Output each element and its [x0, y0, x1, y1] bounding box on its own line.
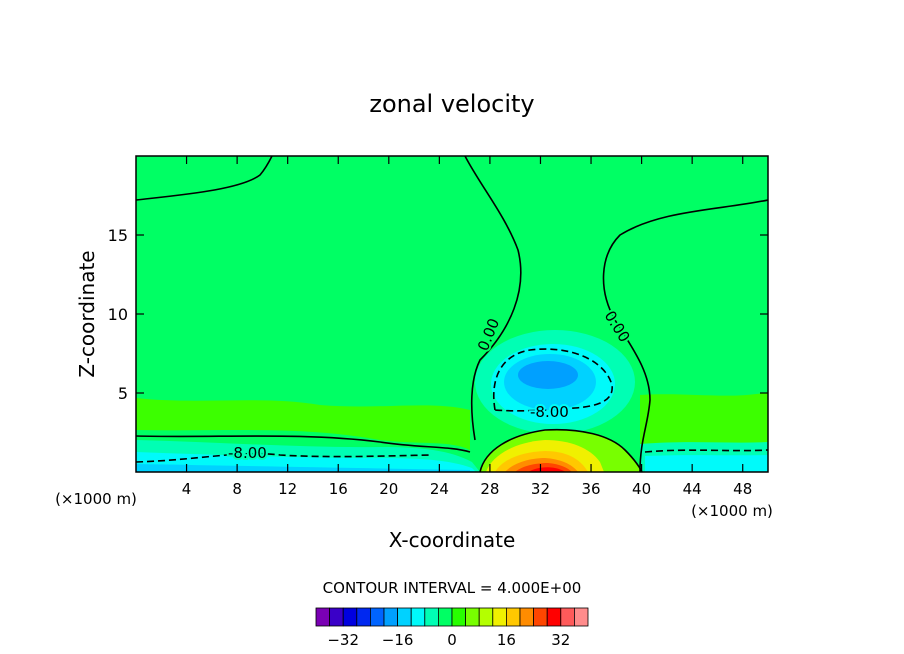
colorbar-swatch — [478, 607, 494, 627]
y-tick-label: 15 — [108, 226, 128, 245]
contour-right-lower — [644, 449, 768, 453]
y-tick-label: 5 — [118, 384, 128, 403]
x-axis-ticks: 4 8 12 16 20 24 28 32 36 40 44 48 — [182, 156, 752, 498]
x-unit-right: (×1000 m) — [691, 502, 773, 520]
y-axis-ticks: 5 10 15 — [108, 226, 768, 403]
colorbar — [315, 607, 589, 627]
field-blue-left — [136, 464, 470, 472]
x-tick-label: 24 — [430, 480, 449, 498]
field-cyan-right-2 — [645, 455, 768, 472]
colorbar-swatch — [342, 607, 358, 627]
x-tick-label: 48 — [733, 480, 752, 498]
colorbar-swatch — [533, 607, 548, 627]
x-tick-label: 40 — [632, 480, 651, 498]
colorbar-swatch — [356, 607, 371, 627]
contour-neg8-core — [493, 348, 613, 412]
contour-interval-text: CONTOUR INTERVAL = 4.000E+00 — [323, 579, 582, 597]
x-unit-left: (×1000 m) — [55, 490, 137, 508]
colorbar-swatch — [369, 607, 385, 627]
colorbar-swatch — [574, 607, 589, 627]
x-tick-label: 12 — [278, 480, 297, 498]
contour-neg8-lower — [136, 452, 431, 463]
chart-title: zonal velocity — [369, 90, 534, 118]
contour-zero-center-left — [464, 156, 522, 441]
x-tick-label: 36 — [581, 480, 600, 498]
contour-zero-left — [136, 156, 273, 201]
y-tick-label: 10 — [108, 305, 128, 324]
x-tick-label: 16 — [329, 480, 348, 498]
colorbar-labels: −32 −16 0 16 32 — [327, 631, 570, 649]
x-axis-label: X-coordinate — [389, 528, 516, 552]
contour-label-2: -8.00 — [530, 403, 569, 421]
colorbar-swatch — [505, 607, 521, 627]
colorbar-swatch — [492, 607, 507, 627]
field-core-4 — [518, 361, 578, 389]
colorbar-swatch — [397, 607, 412, 627]
colorbar-swatch — [383, 607, 399, 627]
colorbar-swatch — [451, 607, 467, 627]
colorbar-swatch — [560, 607, 575, 627]
colorbar-tick-label: −16 — [382, 631, 414, 649]
field-jet-6 — [528, 467, 566, 472]
contour-lines — [136, 156, 768, 472]
y-axis-label: Z-coordinate — [75, 250, 99, 377]
x-tick-label: 28 — [480, 480, 499, 498]
colorbar-tick-label: 32 — [551, 631, 570, 649]
colorbar-swatch — [329, 607, 344, 627]
colorbar-swatch — [519, 607, 535, 627]
contour-jet-outline — [479, 428, 643, 472]
x-tick-label: 44 — [683, 480, 702, 498]
colorbar-tick-label: 16 — [497, 631, 516, 649]
colorbar-swatch — [546, 607, 562, 627]
x-tick-label: 8 — [232, 480, 242, 498]
colorbar-swatch — [315, 607, 331, 627]
contour-field — [136, 156, 768, 472]
contour-zero-center-right — [602, 199, 768, 472]
colorbar-tick-label: 0 — [447, 631, 457, 649]
colorbar-swatch — [410, 607, 426, 627]
colorbar-swatch — [465, 607, 480, 627]
x-tick-label: 4 — [182, 480, 192, 498]
colorbar-swatch — [437, 607, 453, 627]
contour-lower-solid — [136, 435, 471, 453]
colorbar-tick-label: −32 — [327, 631, 359, 649]
x-tick-label: 20 — [379, 480, 398, 498]
contour-label-3: -8.00 — [228, 444, 267, 462]
x-tick-label: 32 — [531, 480, 550, 498]
colorbar-swatch — [424, 607, 439, 627]
